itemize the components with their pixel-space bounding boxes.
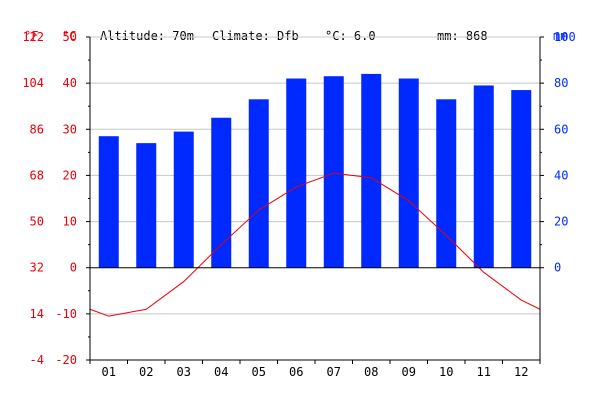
mm-tick-label: 80: [554, 76, 568, 90]
month-label: 07: [327, 365, 341, 379]
month-label: 06: [289, 365, 303, 379]
precipitation-bars: [98, 73, 532, 268]
fahrenheit-tick-label: -4: [30, 353, 44, 367]
precip-bar: [473, 85, 494, 268]
axes: [86, 36, 544, 364]
fahrenheit-unit-label: °F: [24, 29, 38, 43]
precip-bar: [398, 78, 419, 268]
month-label: 12: [514, 365, 528, 379]
fahrenheit-tick-label: 14: [30, 307, 44, 321]
mm-tick-label: 0: [554, 261, 561, 275]
precip-bar: [286, 78, 307, 268]
mm-tick-label: 20: [554, 215, 568, 229]
month-label: 11: [477, 365, 491, 379]
celsius-tick-label: -10: [55, 307, 77, 321]
precip-bar: [136, 143, 157, 268]
temperature-polyline: [89, 172, 541, 317]
celsius-tick-label: 50: [63, 30, 77, 44]
celsius-tick-label: 40: [63, 76, 77, 90]
mm-tick-label: 100: [554, 30, 576, 44]
precip-bar: [436, 99, 457, 268]
precip-bar: [511, 90, 532, 268]
fahrenheit-tick-label: 104: [22, 76, 44, 90]
fahrenheit-tick-label: 122: [22, 30, 44, 44]
celsius-unit-label: °C: [62, 29, 76, 43]
month-label: 10: [439, 365, 453, 379]
fahrenheit-tick-label: 86: [30, 122, 44, 136]
climate-text: Climate: Dfb: [212, 29, 299, 43]
mm-tick-label: 40: [554, 168, 568, 182]
fahrenheit-tick-label: 68: [30, 168, 44, 182]
celsius-tick-label: 10: [63, 215, 77, 229]
celsius-tick-label: 0: [70, 261, 77, 275]
celsius-tick-label: 30: [63, 122, 77, 136]
month-label: 09: [402, 365, 416, 379]
annual-precipitation-text: mm: 868: [437, 29, 488, 43]
precip-bar: [248, 99, 269, 268]
precip-bar: [211, 117, 232, 268]
gridlines: [90, 36, 540, 315]
precip-bar: [173, 131, 194, 268]
month-label: 05: [252, 365, 266, 379]
precip-bar: [323, 76, 344, 268]
month-label: 02: [139, 365, 153, 379]
altitude-text: Altitude: 70m: [100, 29, 194, 43]
celsius-tick-label: -20: [55, 353, 77, 367]
precip-bar: [361, 73, 382, 268]
tick-labels: 5012240104308620681050032-1014-20-410080…: [22, 30, 575, 379]
month-label: 03: [177, 365, 191, 379]
fahrenheit-tick-label: 32: [30, 261, 44, 275]
fahrenheit-tick-label: 50: [30, 215, 44, 229]
month-label: 04: [214, 365, 228, 379]
mean-temperature-text: °C: 6.0: [325, 29, 376, 43]
celsius-tick-label: 20: [63, 168, 77, 182]
mm-tick-label: 60: [554, 122, 568, 136]
month-label: 08: [364, 365, 378, 379]
month-label: 01: [102, 365, 116, 379]
mm-unit-label: mm: [553, 29, 567, 43]
precip-bar: [98, 136, 119, 268]
temperature-line: [89, 172, 541, 317]
